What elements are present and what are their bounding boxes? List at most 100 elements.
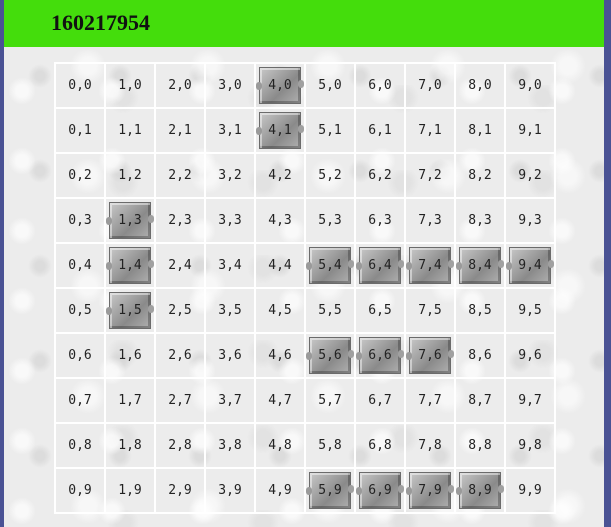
grid-cell[interactable]: 3,0 — [205, 63, 255, 108]
grid-cell[interactable]: 4,6 — [255, 333, 305, 378]
grid-cell[interactable]: 3,9 — [205, 468, 255, 513]
grid-cell-block[interactable]: 9,4 — [505, 243, 555, 288]
grid-cell[interactable]: 5,7 — [305, 378, 355, 423]
grid-cell[interactable]: 3,4 — [205, 243, 255, 288]
grid-cell[interactable]: 7,3 — [405, 198, 455, 243]
grid-cell[interactable]: 7,2 — [405, 153, 455, 198]
grid-cell[interactable]: 7,7 — [405, 378, 455, 423]
grid-cell[interactable]: 9,5 — [505, 288, 555, 333]
grid-cell-block[interactable]: 7,4 — [405, 243, 455, 288]
grid-cell[interactable]: 6,5 — [355, 288, 405, 333]
grid-cell[interactable]: 2,3 — [155, 198, 205, 243]
grid-cell-block[interactable]: 5,6 — [305, 333, 355, 378]
grid-cell[interactable]: 7,0 — [405, 63, 455, 108]
grid-cell[interactable]: 2,1 — [155, 108, 205, 153]
grid-cell[interactable]: 5,3 — [305, 198, 355, 243]
grid-cell[interactable]: 7,5 — [405, 288, 455, 333]
grid-cell-block[interactable]: 5,4 — [305, 243, 355, 288]
grid-cell[interactable]: 6,7 — [355, 378, 405, 423]
grid-cell[interactable]: 9,0 — [505, 63, 555, 108]
grid-cell-block[interactable]: 1,4 — [105, 243, 155, 288]
grid-cell[interactable]: 1,0 — [105, 63, 155, 108]
grid-cell[interactable]: 9,7 — [505, 378, 555, 423]
grid-cell[interactable]: 6,8 — [355, 423, 405, 468]
grid-cell[interactable]: 3,3 — [205, 198, 255, 243]
grid-cell[interactable]: 1,8 — [105, 423, 155, 468]
grid-cell[interactable]: 4,8 — [255, 423, 305, 468]
grid-cell[interactable]: 5,0 — [305, 63, 355, 108]
grid-cell[interactable]: 3,8 — [205, 423, 255, 468]
grid-cell[interactable]: 0,4 — [55, 243, 105, 288]
grid-cell[interactable]: 0,0 — [55, 63, 105, 108]
grid-cell[interactable]: 6,1 — [355, 108, 405, 153]
grid-cell[interactable]: 8,1 — [455, 108, 505, 153]
grid-cell-block[interactable]: 4,0 — [255, 63, 305, 108]
grid-cell[interactable]: 2,2 — [155, 153, 205, 198]
grid-cell[interactable]: 3,2 — [205, 153, 255, 198]
grid-cell[interactable]: 9,6 — [505, 333, 555, 378]
grid-cell[interactable]: 0,9 — [55, 468, 105, 513]
grid-cell[interactable]: 3,5 — [205, 288, 255, 333]
grid-cell[interactable]: 6,2 — [355, 153, 405, 198]
grid-cell[interactable]: 8,7 — [455, 378, 505, 423]
grid-cell-block[interactable]: 6,9 — [355, 468, 405, 513]
grid-cell[interactable]: 8,0 — [455, 63, 505, 108]
grid-cell[interactable]: 0,8 — [55, 423, 105, 468]
grid-cell[interactable]: 1,9 — [105, 468, 155, 513]
grid-cell[interactable]: 0,6 — [55, 333, 105, 378]
grid-cell[interactable]: 4,3 — [255, 198, 305, 243]
grid-cell[interactable]: 3,6 — [205, 333, 255, 378]
grid-cell[interactable]: 2,4 — [155, 243, 205, 288]
grid-cell-block[interactable]: 8,9 — [455, 468, 505, 513]
grid-cell[interactable]: 9,3 — [505, 198, 555, 243]
grid-cell-block[interactable]: 6,6 — [355, 333, 405, 378]
grid-cell-block[interactable]: 5,9 — [305, 468, 355, 513]
grid-cell[interactable]: 8,3 — [455, 198, 505, 243]
grid-cell[interactable]: 4,9 — [255, 468, 305, 513]
grid-cell[interactable]: 3,1 — [205, 108, 255, 153]
grid-cell[interactable]: 8,5 — [455, 288, 505, 333]
grid-cell[interactable]: 8,6 — [455, 333, 505, 378]
grid-cell[interactable]: 6,3 — [355, 198, 405, 243]
grid-cell[interactable]: 4,4 — [255, 243, 305, 288]
grid-cell[interactable]: 3,7 — [205, 378, 255, 423]
grid-cell[interactable]: 0,1 — [55, 108, 105, 153]
grid-cell[interactable]: 2,5 — [155, 288, 205, 333]
grid-cell[interactable]: 2,9 — [155, 468, 205, 513]
grid-cell[interactable]: 9,9 — [505, 468, 555, 513]
grid-cell[interactable]: 9,1 — [505, 108, 555, 153]
grid-cell[interactable]: 4,2 — [255, 153, 305, 198]
grid-cell[interactable]: 4,5 — [255, 288, 305, 333]
grid-cell[interactable]: 2,0 — [155, 63, 205, 108]
grid-cell-block[interactable]: 1,3 — [105, 198, 155, 243]
grid-cell-block[interactable]: 8,4 — [455, 243, 505, 288]
grid-cell[interactable]: 4,7 — [255, 378, 305, 423]
grid-cell[interactable]: 2,8 — [155, 423, 205, 468]
grid-cell[interactable]: 0,7 — [55, 378, 105, 423]
grid-cell-block[interactable]: 7,6 — [405, 333, 455, 378]
grid-cell[interactable]: 1,2 — [105, 153, 155, 198]
grid-cell-block[interactable]: 4,1 — [255, 108, 305, 153]
grid-cell[interactable]: 0,2 — [55, 153, 105, 198]
grid-cell-block[interactable]: 7,9 — [405, 468, 455, 513]
grid-cell-block[interactable]: 1,5 — [105, 288, 155, 333]
grid-cell[interactable]: 5,5 — [305, 288, 355, 333]
grid-cell[interactable]: 5,2 — [305, 153, 355, 198]
grid-cell[interactable]: 7,1 — [405, 108, 455, 153]
grid-cell[interactable]: 8,2 — [455, 153, 505, 198]
grid-cell[interactable]: 9,2 — [505, 153, 555, 198]
grid-cell[interactable]: 7,8 — [405, 423, 455, 468]
grid-cell[interactable]: 5,1 — [305, 108, 355, 153]
grid-cell[interactable]: 5,8 — [305, 423, 355, 468]
grid-cell[interactable]: 1,6 — [105, 333, 155, 378]
grid-cell[interactable]: 0,5 — [55, 288, 105, 333]
grid-cell[interactable]: 1,1 — [105, 108, 155, 153]
grid-cell[interactable]: 2,6 — [155, 333, 205, 378]
grid-cell[interactable]: 8,8 — [455, 423, 505, 468]
grid-cell-block[interactable]: 6,4 — [355, 243, 405, 288]
grid-cell[interactable]: 2,7 — [155, 378, 205, 423]
grid-cell[interactable]: 9,8 — [505, 423, 555, 468]
grid-cell[interactable]: 1,7 — [105, 378, 155, 423]
grid-cell[interactable]: 0,3 — [55, 198, 105, 243]
grid-cell[interactable]: 6,0 — [355, 63, 405, 108]
